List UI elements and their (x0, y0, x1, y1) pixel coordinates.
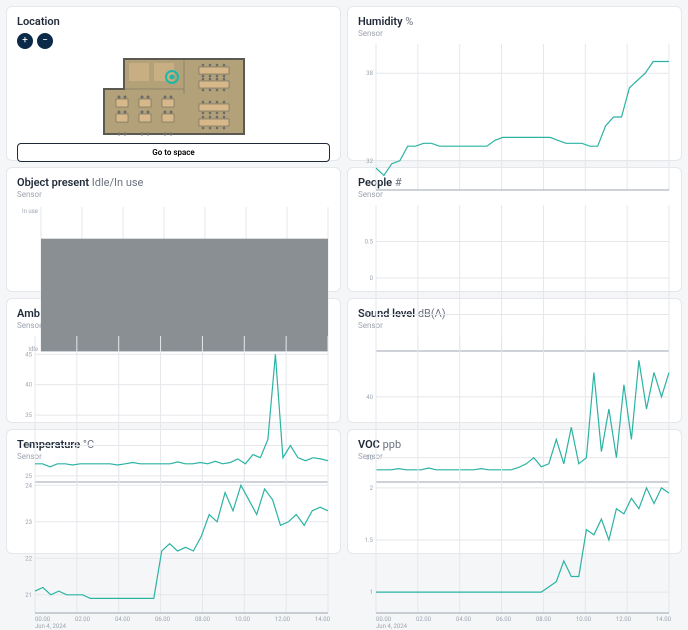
x-tick: 04.00 (115, 616, 130, 623)
humidity-title: Humidity % (358, 15, 671, 28)
x-tick: 04.00 (456, 616, 471, 623)
svg-text:24: 24 (25, 482, 32, 489)
location-title: Location (17, 15, 330, 28)
x-tick: 02.00 (416, 616, 431, 623)
x-tick: 08.00 (195, 616, 210, 623)
svg-text:21: 21 (25, 592, 32, 599)
voc-xdate: Jun 4, 2024 (358, 623, 671, 630)
svg-text:38: 38 (366, 70, 373, 77)
svg-text:40: 40 (25, 382, 32, 389)
svg-text:0.5: 0.5 (365, 239, 374, 246)
location-card: Location + − Go to space (6, 6, 341, 161)
object-present-title: Object present Idle/In use (17, 176, 330, 189)
object-present-sub: Sensor (17, 190, 330, 199)
object-present-chart: In useIdle (17, 203, 330, 353)
x-tick: 14.00 (656, 616, 671, 623)
temperature-chart: 21 22 23 24 (17, 465, 330, 615)
humidity-chart: 32 38 (358, 42, 671, 192)
svg-text:-0.5: -0.5 (363, 312, 374, 319)
svg-text:35: 35 (25, 412, 32, 419)
go-to-space-button[interactable]: Go to space (17, 143, 330, 162)
temperature-xdate: Jun 4, 2024 (17, 623, 330, 630)
zoom-controls: + − (17, 33, 330, 49)
svg-text:0: 0 (370, 275, 374, 282)
x-tick: 12.00 (616, 616, 631, 623)
object-present-card: Object present Idle/In use Sensor In use… (6, 167, 341, 292)
x-tick: 06.00 (496, 616, 511, 623)
x-tick: 02.00 (75, 616, 90, 623)
x-tick: 00.00 (376, 616, 391, 623)
svg-text:1: 1 (370, 589, 373, 596)
sound-chart: 30 40 (358, 334, 671, 484)
humidity-sub: Sensor (358, 29, 671, 38)
svg-text:23: 23 (25, 519, 32, 526)
svg-text:22: 22 (25, 555, 32, 562)
x-tick: 00.00 (35, 616, 50, 623)
floorplan-viewer[interactable] (17, 49, 330, 139)
x-tick: 08.00 (536, 616, 551, 623)
svg-text:1.5: 1.5 (365, 537, 374, 544)
svg-text:In use: In use (22, 208, 38, 215)
voc-chart: 11.52 (358, 465, 671, 615)
zoom-out-button[interactable]: − (37, 33, 53, 49)
x-tick: 10.00 (576, 616, 591, 623)
x-tick: 12.00 (275, 616, 290, 623)
svg-text:45: 45 (25, 351, 32, 358)
x-tick: 10.00 (235, 616, 250, 623)
svg-text:32: 32 (366, 158, 373, 165)
svg-text:40: 40 (366, 394, 373, 401)
temperature-xticks: 00.00 02.00 04.00 06.00 08.00 10.00 12.00 14.00 (17, 616, 330, 623)
x-tick: 06.00 (155, 616, 170, 623)
svg-text:30: 30 (25, 443, 32, 450)
humidity-card: Humidity % Sensor 3238 00.0002.0004.0006… (347, 6, 682, 161)
ambient-chart: 2530354045 (17, 334, 330, 484)
people-chart: -0.5 0 0.5 (358, 203, 671, 353)
zoom-in-button[interactable]: + (17, 33, 33, 49)
svg-text:30: 30 (366, 455, 373, 462)
voc-xticks: 00.00 02.00 04.00 06.00 08.00 10.00 12.00 14.00 (358, 616, 671, 623)
svg-text:2: 2 (370, 485, 374, 492)
x-tick: 14.00 (315, 616, 330, 623)
